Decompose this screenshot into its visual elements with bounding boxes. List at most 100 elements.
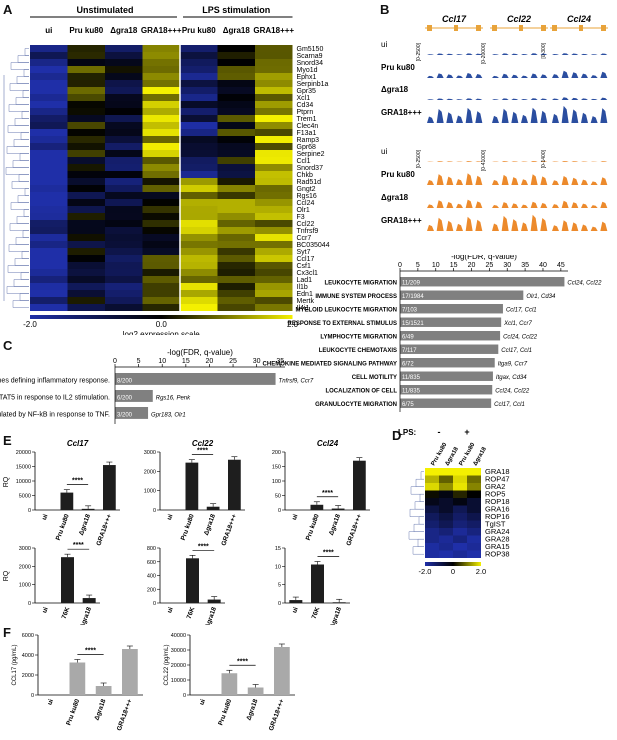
- heatmap-cell: [425, 475, 439, 483]
- bar: [186, 558, 199, 603]
- x-tick-label: Δgra18: [204, 606, 218, 625]
- heatmap-cell: [467, 505, 481, 513]
- pathway-genes: Ccl17, Ccl1: [506, 307, 537, 313]
- heatmap-cell: [180, 269, 218, 276]
- pathway-label: IMMUNE SYSTEM PROCESS: [315, 294, 397, 300]
- heatmap-cell: [180, 150, 218, 157]
- heatmap-cell: [180, 143, 218, 150]
- signal-track: [490, 161, 548, 162]
- gene-label: GRA16: [485, 505, 510, 514]
- bar: [122, 649, 138, 695]
- dendrogram-branch: [22, 230, 29, 238]
- dendrogram-branch: [16, 216, 29, 224]
- gene-exon: [579, 25, 583, 31]
- heatmap-cell: [180, 136, 218, 143]
- track-range: [0-2500]: [416, 149, 422, 168]
- gene-label: F3: [297, 214, 305, 221]
- y-tick-label: 50: [275, 494, 281, 500]
- heatmap-cell: [142, 129, 180, 136]
- y-tick-label: 0: [28, 508, 31, 514]
- heatmap-cell: [453, 505, 467, 513]
- x-tick-label: Δgra18: [329, 606, 343, 625]
- heatmap-cell: [217, 66, 255, 73]
- heatmap-cell: [255, 143, 293, 150]
- y-tick-label: 0: [278, 601, 281, 607]
- heatmap-cell: [453, 498, 467, 506]
- heatmap-cell: [217, 241, 255, 248]
- y-tick-label: 0: [183, 693, 186, 699]
- heatmap-cell: [180, 45, 218, 52]
- dendrogram-branch: [11, 181, 29, 189]
- heatmap-cell: [67, 66, 105, 73]
- column-label: ui: [45, 26, 52, 35]
- heatmap-cell: [467, 550, 481, 558]
- heatmap-cell: [67, 101, 105, 108]
- heatmap-cell: [255, 276, 293, 283]
- dendrogram-branch: [19, 293, 29, 301]
- heatmap-cell: [180, 248, 218, 255]
- heatmap-cell: [180, 276, 218, 283]
- heatmap-cell: [105, 108, 143, 115]
- x-tick-label: ui: [291, 513, 300, 521]
- track-range: [0-41000]: [481, 149, 487, 171]
- heatmap-cell: [217, 129, 255, 136]
- pathway-genes: Gpr183, Olr1: [151, 412, 186, 418]
- heatmap-cell: [30, 199, 68, 206]
- dendrogram-branch: [14, 258, 29, 266]
- enrichment-bar: [400, 277, 565, 287]
- heatmap-cell: [142, 283, 180, 290]
- heatmap-cell: [105, 73, 143, 80]
- heatmap-cell: [180, 115, 218, 122]
- heatmap-cell: [67, 213, 105, 220]
- heatmap-cell: [255, 73, 293, 80]
- gene-label: Edn1: [297, 291, 313, 298]
- heatmap-cell: [180, 178, 218, 185]
- heatmap-cell: [105, 290, 143, 297]
- heatmap-cell: [180, 66, 218, 73]
- x-tick-label: Δgra18: [203, 513, 217, 536]
- signal-track: [490, 201, 548, 208]
- x-tick-label: 20: [468, 262, 476, 269]
- enrichment-bar: [115, 390, 153, 402]
- gene-label: Xcl1: [297, 95, 311, 102]
- dendrogram-branch: [6, 286, 29, 294]
- y-tick-label: 5: [278, 583, 281, 589]
- heatmap-cell: [142, 220, 180, 227]
- heatmap-cell: [425, 528, 439, 536]
- y-axis-label: CCL17 (pg/mL): [12, 644, 18, 685]
- y-tick-label: 15: [275, 546, 281, 552]
- x-tick-label: 5: [416, 262, 420, 269]
- heatmap-cell: [142, 255, 180, 262]
- pathway-label: CHEMOKINE MEDIATED SIGNALING PATHWAY: [263, 361, 397, 367]
- signal-track: [425, 161, 483, 162]
- heatmap-cell: [67, 45, 105, 52]
- heatmap-cell: [217, 73, 255, 80]
- y-tick-label: 0: [31, 693, 34, 699]
- heatmap-cell: [30, 150, 68, 157]
- x-tick-label: ui: [46, 698, 55, 706]
- heatmap-cell: [467, 468, 481, 476]
- heatmap-cell: [30, 59, 68, 66]
- gene-label: Gm5150: [297, 46, 324, 53]
- gene-label: Serpinb1a: [297, 81, 329, 88]
- y-tick-label: 10: [275, 564, 281, 570]
- y-tick-label: 600: [147, 560, 156, 566]
- x-tick-label: 25: [229, 358, 237, 365]
- heatmap-cell: [67, 150, 105, 157]
- heatmap-cell: [105, 101, 143, 108]
- dendrogram-branch: [418, 516, 424, 525]
- column-label: GRA18+++: [253, 26, 294, 35]
- pathway-label: MYELOID LEUKOCYTE MIGRATION: [295, 307, 397, 313]
- heatmap-cell: [105, 276, 143, 283]
- enrichment-bar: [400, 344, 499, 354]
- column-label: Pru ku80: [182, 26, 216, 35]
- track-range: [0-20000]: [481, 42, 487, 64]
- bar-count-label: 11/835: [402, 375, 421, 381]
- scale-max-label: 2.0: [476, 567, 486, 575]
- heatmap-cell: [105, 136, 143, 143]
- y-axis-label: CCL22 (pg/mL): [164, 644, 170, 685]
- bar-count-label: 15/1521: [402, 321, 424, 327]
- heatmap-cell: [217, 248, 255, 255]
- dendrogram-branch: [13, 279, 29, 287]
